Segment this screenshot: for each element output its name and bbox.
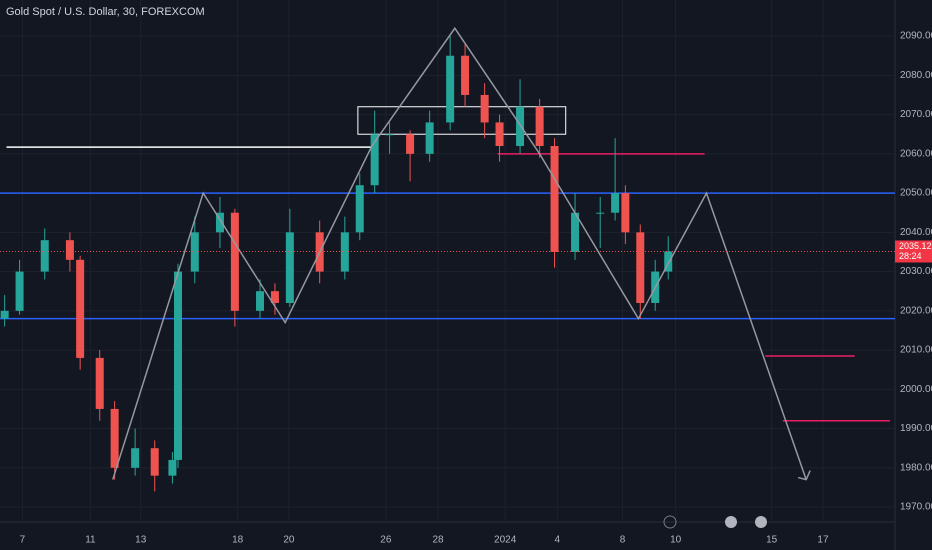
x-tick-label: 20 bbox=[283, 535, 295, 546]
candle-body bbox=[270, 291, 279, 303]
countdown-label: 28:24 bbox=[899, 251, 922, 261]
y-tick-label: 1970.00 bbox=[900, 502, 932, 513]
candle-body bbox=[385, 134, 394, 136]
y-tick-label: 2040.00 bbox=[900, 227, 932, 238]
candle-body bbox=[461, 55, 470, 95]
zigzag bbox=[112, 26, 807, 480]
y-tick-label: 2090.00 bbox=[900, 31, 932, 42]
candle-body bbox=[370, 134, 379, 186]
candle-body bbox=[95, 357, 104, 409]
candle-body bbox=[65, 240, 74, 260]
candle-body bbox=[425, 122, 434, 154]
y-tick-label: 2070.00 bbox=[900, 109, 932, 120]
grid bbox=[0, 0, 895, 520]
candle-body bbox=[230, 212, 239, 311]
candle-body bbox=[535, 106, 544, 146]
icon bbox=[725, 516, 737, 528]
candle-body bbox=[355, 185, 364, 233]
y-tick-label: 2000.00 bbox=[900, 384, 932, 395]
y-tick-label: 2010.00 bbox=[900, 345, 932, 356]
last-price-label: 2035.12 bbox=[899, 241, 932, 251]
x-tick-label: 17 bbox=[817, 535, 829, 546]
candle-body bbox=[15, 271, 24, 311]
x-tick-label: 26 bbox=[380, 535, 392, 546]
candle-body bbox=[0, 310, 9, 319]
candle-body bbox=[495, 122, 504, 146]
candle-body bbox=[76, 259, 85, 358]
candle-body bbox=[516, 106, 525, 146]
candle-body bbox=[611, 193, 620, 213]
x-tick-label: 13 bbox=[135, 535, 147, 546]
candle-body bbox=[664, 251, 673, 272]
candle-body bbox=[215, 212, 224, 233]
x-tick-label: 11 bbox=[85, 535, 96, 546]
candle-body bbox=[340, 232, 349, 272]
candle-body bbox=[131, 448, 140, 468]
x-tick-label: 8 bbox=[620, 535, 626, 546]
zone-rect bbox=[357, 106, 567, 135]
candle-body bbox=[168, 459, 177, 476]
candle-body bbox=[636, 232, 645, 303]
y-tick-label: 1980.00 bbox=[900, 462, 932, 473]
candle-body bbox=[550, 145, 559, 252]
y-tick-label: 2080.00 bbox=[900, 70, 932, 81]
candle-body bbox=[621, 193, 630, 233]
y-tick-label: 2030.00 bbox=[900, 266, 932, 277]
drawings bbox=[0, 106, 895, 422]
price-label-box bbox=[895, 240, 932, 263]
candle-body bbox=[190, 232, 199, 272]
candle-body bbox=[256, 291, 265, 311]
candle-body bbox=[150, 448, 159, 476]
candle-body bbox=[571, 212, 580, 252]
candle-body bbox=[480, 94, 489, 123]
candle-body bbox=[406, 134, 415, 154]
candle-body bbox=[446, 55, 455, 123]
x-tick-label: 7 bbox=[20, 535, 26, 546]
y-tick-label: 2050.00 bbox=[900, 188, 932, 199]
candle-body bbox=[285, 232, 294, 303]
event-icons bbox=[663, 515, 767, 529]
x-tick-label: 4 bbox=[555, 535, 561, 546]
y-tick-label: 2020.00 bbox=[900, 305, 932, 316]
candle-body bbox=[596, 212, 605, 214]
y-tick-label: 2060.00 bbox=[900, 148, 932, 159]
x-tick-label: 18 bbox=[232, 535, 244, 546]
chart-title: Gold Spot / U.S. Dollar, 30, FOREXCOM bbox=[6, 6, 205, 18]
x-tick-label: 28 bbox=[432, 535, 444, 546]
x-tick-label: 2024 bbox=[494, 535, 517, 546]
candle-body bbox=[40, 240, 49, 272]
icon bbox=[755, 516, 767, 528]
y-tick-label: 1990.00 bbox=[900, 423, 932, 434]
candle-body bbox=[110, 408, 119, 468]
x-tick-label: 15 bbox=[766, 535, 778, 546]
icon bbox=[663, 515, 677, 529]
x-tick-label: 10 bbox=[670, 535, 682, 546]
arrow-head bbox=[797, 470, 811, 481]
candle-body bbox=[174, 271, 183, 460]
